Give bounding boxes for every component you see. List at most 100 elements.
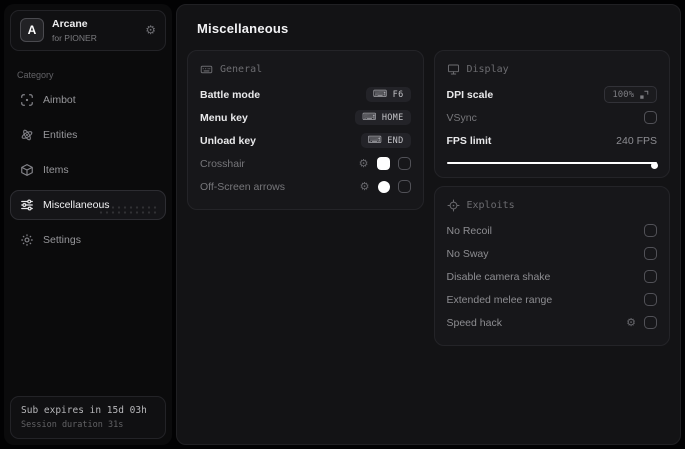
setting-row-vsync: VSync [446, 106, 657, 129]
brand-card: A Arcane for PIONER ⚙ [10, 10, 166, 51]
setting-row-speed-hack: Speed hack ⚙ [446, 311, 657, 334]
setting-label: No Recoil [446, 224, 493, 237]
sliders-icon [20, 198, 34, 212]
exploits-card: Exploits No Recoil No Sway Disable camer… [433, 186, 670, 346]
sidebar-item-settings[interactable]: Settings [10, 225, 166, 255]
dpi-scale-select[interactable]: 100% [604, 86, 657, 103]
sidebar-item-entities[interactable]: Entities [10, 120, 166, 150]
keybind-value: F6 [392, 89, 404, 100]
sidebar-item-items[interactable]: Items [10, 155, 166, 185]
sidebar-item-label: Aimbot [43, 93, 76, 106]
setting-row-crosshair: Crosshair ⚙ [200, 152, 411, 175]
left-column: General Battle mode ⌨ F6 Menu key ⌨ [187, 50, 424, 210]
speed-hack-settings-gear-icon[interactable]: ⚙ [626, 316, 636, 329]
dpi-scale-value: 100% [612, 89, 634, 100]
sidebar-item-miscellaneous[interactable]: Miscellaneous [10, 189, 166, 220]
setting-label: No Sway [446, 247, 489, 260]
sidebar-item-label: Miscellaneous [43, 198, 110, 211]
right-column: Display DPI scale 100% [433, 50, 670, 346]
setting-label: Unload key [200, 134, 257, 147]
session-duration-text: Session duration 31s [21, 420, 124, 430]
setting-row-extended-melee-range: Extended melee range [446, 288, 657, 311]
fps-limit-slider[interactable] [446, 159, 658, 169]
keybind-value: HOME [381, 112, 404, 123]
keyboard-key-icon: ⌨ [367, 134, 383, 146]
monitor-icon [447, 63, 460, 76]
general-header-label: General [220, 64, 263, 75]
brand-text: Arcane for PIONER [52, 18, 97, 43]
sidebar-item-label: Settings [43, 233, 81, 246]
exploits-card-header: Exploits [446, 199, 658, 212]
exploits-header-label: Exploits [466, 200, 515, 211]
no-sway-checkbox[interactable] [644, 247, 657, 260]
sidebar-item-label: Items [43, 163, 69, 176]
keyboard-key-icon: ⌨ [372, 88, 388, 100]
setting-label: FPS limit [446, 134, 492, 147]
extended-melee-range-checkbox[interactable] [644, 293, 657, 306]
slider-knob[interactable] [651, 161, 658, 169]
fps-limit-value: 240 FPS [616, 134, 657, 147]
display-card-header: Display [447, 63, 658, 76]
keybind-chip-menu-key[interactable]: ⌨ HOME [355, 110, 411, 125]
crosshair-color-swatch[interactable] [376, 157, 390, 170]
general-card: General Battle mode ⌨ F6 Menu key ⌨ [187, 50, 424, 210]
setting-label: Off-Screen arrows [200, 180, 285, 193]
display-header-label: Display [466, 64, 509, 75]
sidebar-item-aimbot[interactable]: Aimbot [10, 85, 166, 115]
scan-icon [20, 93, 34, 107]
app-logo: A [20, 18, 44, 43]
keyboard-key-icon: ⌨ [362, 111, 377, 123]
offscreen-arrows-settings-gear-icon[interactable]: ⚙ [359, 180, 370, 193]
vsync-checkbox[interactable] [644, 111, 657, 124]
setting-label: VSync [446, 111, 477, 124]
subscription-card: Sub expires in 15d 03h Session duration … [10, 396, 166, 439]
setting-label: Crosshair [200, 157, 245, 170]
setting-label: DPI scale [446, 88, 494, 101]
setting-row-offscreen-arrows: Off-Screen arrows ⚙ [200, 175, 411, 198]
speed-hack-controls: ⚙ [626, 316, 657, 329]
page-title: Miscellaneous [197, 21, 289, 36]
atom-icon [20, 128, 34, 142]
offscreen-arrows-controls: ⚙ [360, 180, 411, 193]
brand-settings-icon[interactable]: ⚙ [145, 23, 156, 38]
speed-hack-checkbox[interactable] [644, 316, 657, 329]
category-label: Category [17, 69, 54, 80]
sidebar-item-label: Entities [43, 128, 78, 141]
settings-columns: General Battle mode ⌨ F6 Menu key ⌨ [187, 50, 670, 346]
offscreen-arrows-checkbox[interactable] [397, 180, 411, 193]
crosshair-settings-gear-icon[interactable]: ⚙ [358, 157, 369, 170]
keybind-value: END [387, 135, 404, 146]
setting-row-no-sway: No Sway [446, 242, 657, 265]
app-name: Arcane [52, 18, 88, 30]
setting-label: Disable camera shake [446, 270, 551, 283]
setting-label: Extended melee range [446, 293, 553, 306]
fps-slider-fill [446, 161, 658, 169]
setting-row-unload-key: Unload key ⌨ END [200, 129, 411, 152]
setting-row-menu-key: Menu key ⌨ HOME [200, 106, 411, 129]
offscreen-arrows-color-swatch[interactable] [377, 180, 390, 193]
general-card-header: General [200, 63, 411, 76]
keybind-chip-unload-key[interactable]: ⌨ END [360, 133, 411, 148]
setting-label: Speed hack [446, 316, 502, 329]
disable-camera-shake-checkbox[interactable] [644, 270, 657, 283]
keybind-chip-battle-mode[interactable]: ⌨ F6 [365, 87, 411, 102]
main-panel: Miscellaneous General [176, 4, 681, 445]
scale-icon [639, 90, 649, 100]
setting-row-disable-camera-shake: Disable camera shake [446, 265, 657, 288]
setting-row-dpi-scale: DPI scale 100% [446, 83, 657, 106]
setting-row-battle-mode: Battle mode ⌨ F6 [200, 83, 411, 106]
sub-expires-text: Sub expires in 15d 03h [21, 405, 147, 416]
display-card: Display DPI scale 100% [433, 50, 670, 178]
app-subtitle: for PIONER [52, 32, 97, 43]
package-icon [20, 163, 34, 177]
crosshair-controls: ⚙ [359, 157, 411, 170]
crosshair-checkbox[interactable] [397, 157, 411, 170]
sidebar-nav: Aimbot Entities [4, 85, 172, 255]
setting-label: Menu key [200, 111, 248, 124]
setting-row-no-recoil: No Recoil [446, 219, 657, 242]
keyboard-icon [200, 63, 213, 76]
setting-label: Battle mode [200, 88, 261, 101]
no-recoil-checkbox[interactable] [644, 224, 657, 237]
target-icon [446, 199, 460, 212]
